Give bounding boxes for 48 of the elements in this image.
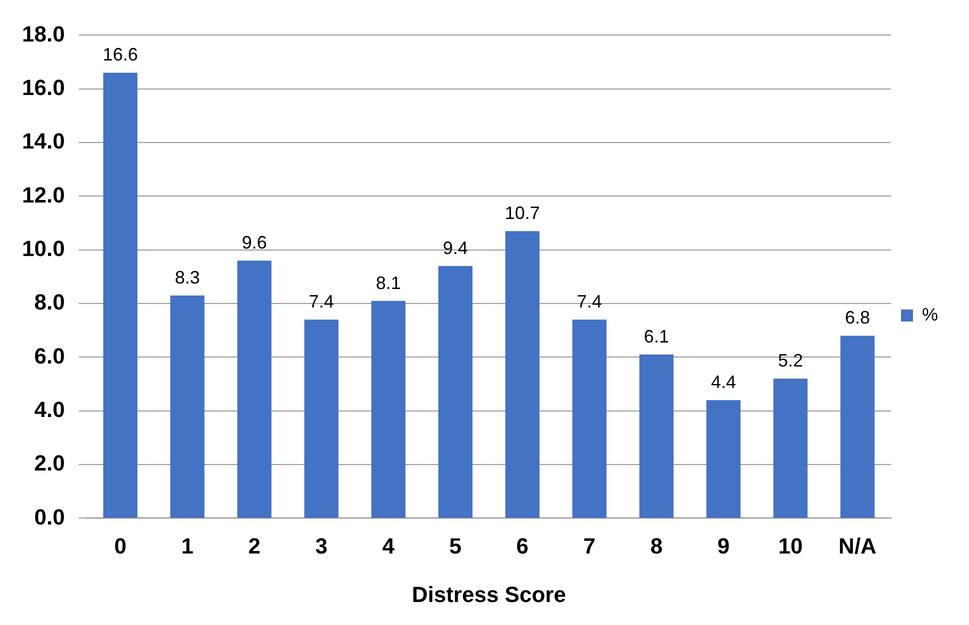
- x-tick-label: 0: [114, 533, 126, 558]
- x-tick-label: 7: [583, 533, 596, 558]
- data-label: 8.3: [174, 267, 200, 288]
- y-tick-label: 10.0: [22, 236, 65, 261]
- data-label: 8.1: [376, 272, 401, 293]
- x-tick-label: 3: [315, 533, 328, 558]
- y-tick-label: 0.0: [34, 504, 65, 530]
- bar: [371, 300, 406, 518]
- data-label: 4.4: [710, 372, 736, 392]
- y-tick-label: 14.0: [22, 128, 65, 154]
- y-tick-label: 18.0: [22, 21, 65, 46]
- bar: [170, 295, 204, 518]
- x-tick-label: 10: [778, 533, 803, 558]
- data-label: 6.8: [844, 308, 870, 328]
- data-label: 5.2: [778, 350, 803, 371]
- y-tick-label: 16.0: [22, 74, 65, 100]
- y-tick-label: 8.0: [34, 290, 65, 315]
- data-label: 6.1: [644, 326, 669, 346]
- data-label: 9.6: [242, 232, 267, 253]
- x-axis-title: Distress Score: [412, 582, 566, 607]
- bar: [572, 320, 607, 518]
- bar: [237, 260, 272, 518]
- bar: [304, 320, 338, 518]
- data-label: 16.6: [102, 44, 138, 65]
- y-tick-label: 6.0: [34, 343, 65, 368]
- x-tick-label: 9: [717, 533, 730, 558]
- x-tick-label: N/A: [838, 533, 877, 558]
- data-label: 9.4: [442, 238, 468, 258]
- bar: [706, 400, 741, 518]
- x-tick-label: 8: [650, 533, 663, 558]
- data-label: 7.4: [576, 292, 602, 312]
- bar: [773, 378, 808, 518]
- legend-label: %: [922, 304, 938, 324]
- x-tick-label: 1: [181, 533, 194, 558]
- y-tick-label: 2.0: [34, 450, 65, 476]
- x-tick-label: 2: [248, 533, 260, 558]
- x-tick-label: 5: [449, 533, 462, 558]
- x-tick-label: 6: [516, 533, 529, 558]
- data-label: 10.7: [504, 203, 540, 224]
- data-label: 7.4: [308, 292, 334, 312]
- y-tick-label: 4.0: [34, 396, 65, 422]
- x-tick-label: 4: [382, 533, 396, 558]
- bar: [505, 231, 540, 518]
- bar: [639, 354, 674, 518]
- y-tick-label: 12.0: [22, 182, 65, 208]
- bar: [103, 72, 138, 518]
- bar: [438, 266, 472, 518]
- bar: [840, 336, 875, 518]
